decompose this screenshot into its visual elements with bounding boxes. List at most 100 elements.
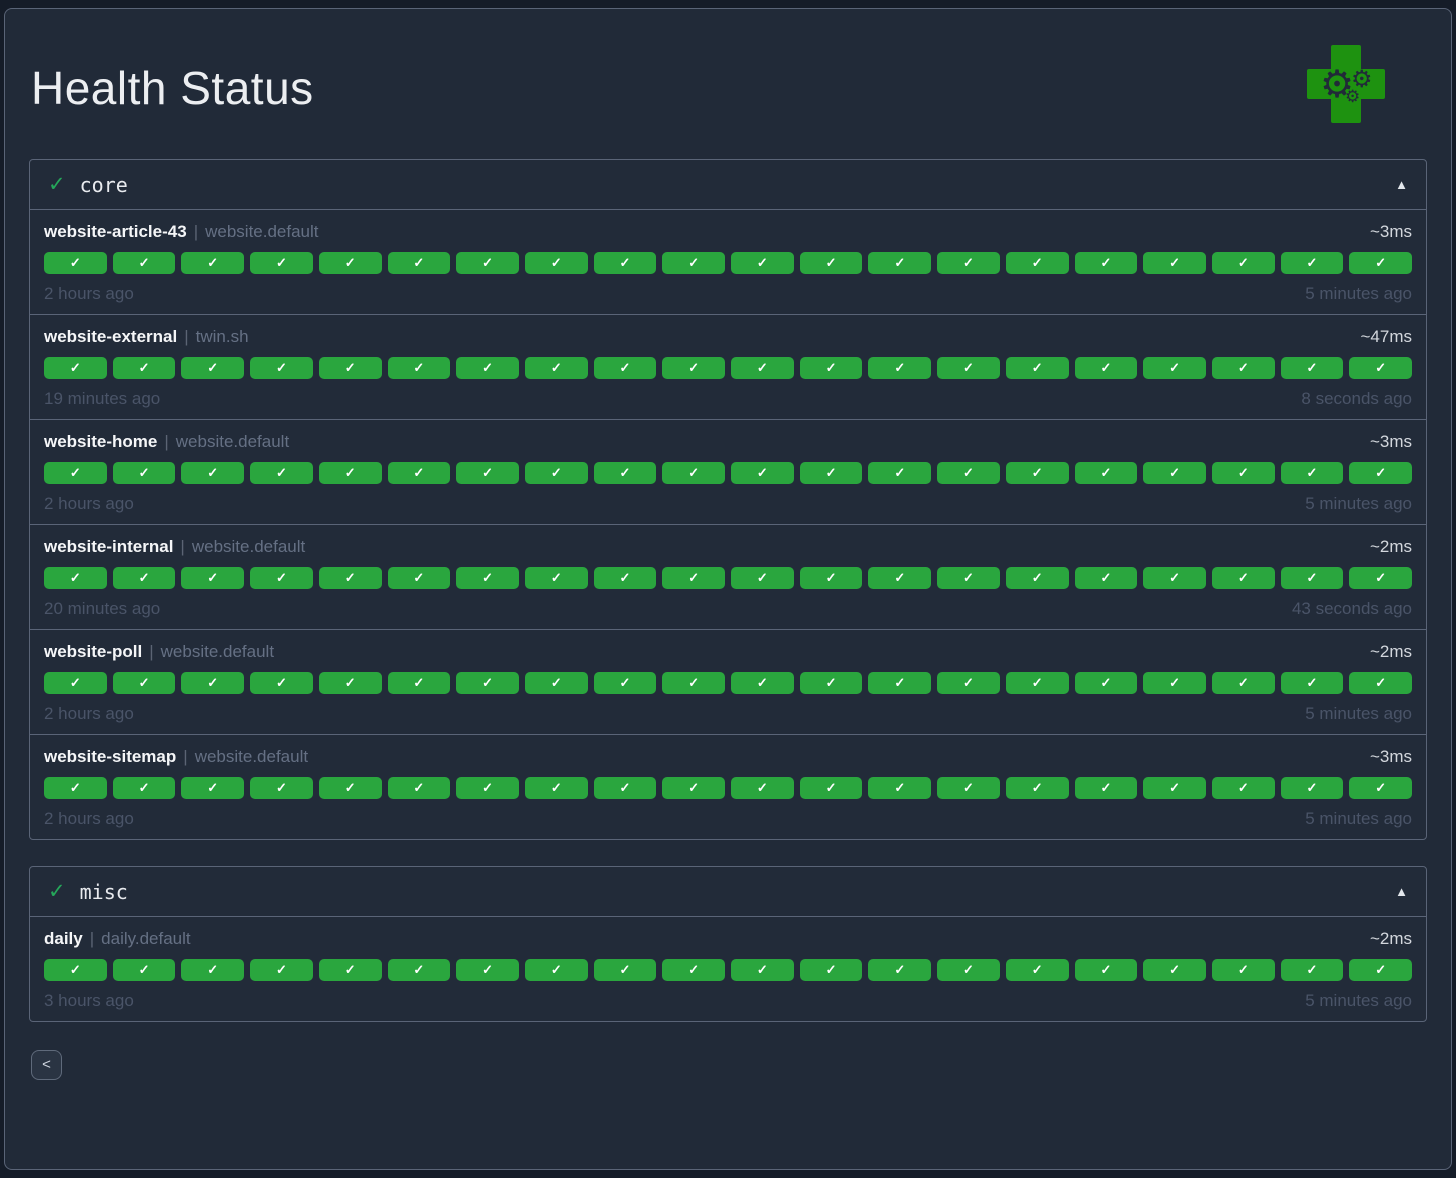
prev-page-button[interactable]: <	[31, 1050, 62, 1080]
health-pill-ok: ✓	[318, 959, 382, 981]
health-pill-ok: ✓	[937, 357, 1000, 379]
newest-timestamp: 43 seconds ago	[1291, 599, 1412, 618]
health-pill-ok: ✓	[250, 672, 313, 694]
health-pill-ok: ✓	[1280, 357, 1344, 379]
health-pill-ok: ✓	[1005, 777, 1069, 799]
health-pill-ok: ✓	[868, 959, 932, 981]
health-pill-ok: ✓	[524, 462, 588, 484]
health-pill-ok: ✓	[1143, 252, 1206, 274]
health-pill-ok: ✓	[1211, 959, 1275, 981]
health-pill-ok: ✓	[593, 252, 657, 274]
health-pill-ok: ✓	[387, 252, 451, 274]
newest-timestamp: 5 minutes ago	[1305, 494, 1412, 513]
health-pill-ok: ✓	[799, 672, 863, 694]
health-pill-ok: ✓	[44, 357, 107, 379]
check-target: website.default	[175, 432, 290, 451]
health-pill-ok: ✓	[44, 959, 107, 981]
oldest-timestamp: 2 hours ago	[44, 494, 134, 513]
health-pill-ok: ✓	[937, 672, 1000, 694]
health-pill-ok: ✓	[868, 357, 932, 379]
health-pill-ok: ✓	[1211, 672, 1275, 694]
health-pill-ok: ✓	[868, 252, 932, 274]
group-header[interactable]: ✓ core ▲	[30, 160, 1426, 210]
health-pill-ok: ✓	[1143, 462, 1206, 484]
health-pill-ok: ✓	[593, 959, 657, 981]
health-pill-ok: ✓	[456, 672, 519, 694]
health-pill-ok: ✓	[44, 252, 107, 274]
health-pill-ok: ✓	[1074, 462, 1138, 484]
collapse-up-icon[interactable]: ▲	[1395, 177, 1408, 192]
group-rows: daily | daily.default ~2ms ✓ ✓ ✓ ✓ ✓ ✓ ✓ ✓ ✓ ✓ ✓ ✓ ✓…	[30, 917, 1426, 1021]
oldest-timestamp: 3 hours ago	[44, 991, 134, 1010]
health-pill-ok: ✓	[524, 252, 588, 274]
health-pill-ok: ✓	[44, 567, 107, 589]
check-latency: ~2ms	[1369, 929, 1412, 948]
health-pill-ok: ✓	[524, 777, 588, 799]
health-pill-ok: ✓	[387, 959, 451, 981]
health-pill-ok: ✓	[456, 252, 519, 274]
health-pill-ok: ✓	[1280, 672, 1344, 694]
divider: |	[184, 327, 189, 346]
health-pill-ok: ✓	[181, 357, 245, 379]
check-latency: ~47ms	[1360, 327, 1413, 346]
check-row: website-home | website.default ~3ms ✓ ✓ ✓ ✓…	[30, 420, 1426, 525]
health-pill-ok: ✓	[1074, 672, 1138, 694]
health-pill-ok: ✓	[593, 672, 657, 694]
group-header[interactable]: ✓ misc ▲	[30, 867, 1426, 917]
health-pill-ok: ✓	[731, 357, 794, 379]
health-pill-ok: ✓	[112, 462, 176, 484]
health-pill-ok: ✓	[593, 357, 657, 379]
health-pill-ok: ✓	[318, 252, 382, 274]
check-latency: ~3ms	[1369, 747, 1412, 766]
health-pill-ok: ✓	[1349, 777, 1413, 799]
health-pill-ok: ✓	[662, 357, 726, 379]
health-pill-ok: ✓	[1349, 959, 1413, 981]
check-row-footer: 2 hours ago 5 minutes ago	[44, 700, 1412, 724]
page-header: Health Status ⚙ ⚙ ⚙	[29, 9, 1427, 159]
cross-horizontal-bar	[1307, 69, 1385, 99]
check-row-footer: 2 hours ago 5 minutes ago	[44, 805, 1412, 829]
check-latency: ~2ms	[1369, 642, 1412, 661]
health-pill-ok: ✓	[181, 567, 245, 589]
health-pill-ok: ✓	[1211, 567, 1275, 589]
health-pill-ok: ✓	[1143, 959, 1206, 981]
check-row-footer: 2 hours ago 5 minutes ago	[44, 490, 1412, 514]
health-pill-ok: ✓	[456, 567, 519, 589]
health-pill-ok: ✓	[181, 672, 245, 694]
collapse-up-icon[interactable]: ▲	[1395, 884, 1408, 899]
health-pill-ok: ✓	[181, 462, 245, 484]
check-latency: ~2ms	[1369, 537, 1412, 556]
check-target: twin.sh	[195, 327, 249, 346]
health-pill-ok: ✓	[318, 672, 382, 694]
divider: |	[183, 747, 188, 766]
check-name: website-poll	[44, 642, 143, 661]
health-pill-ok: ✓	[318, 777, 382, 799]
health-pill-ok: ✓	[1005, 567, 1069, 589]
health-pill-ok: ✓	[868, 462, 932, 484]
health-pill-ok: ✓	[937, 777, 1000, 799]
health-pill-ok: ✓	[112, 959, 176, 981]
health-pill-ok: ✓	[1280, 567, 1344, 589]
newest-timestamp: 5 minutes ago	[1305, 991, 1412, 1010]
health-pill-ok: ✓	[1211, 777, 1275, 799]
health-pill-ok: ✓	[731, 777, 794, 799]
health-pill-ok: ✓	[937, 959, 1000, 981]
health-pill-ok: ✓	[112, 672, 176, 694]
health-pill-ok: ✓	[524, 357, 588, 379]
divider: |	[180, 537, 185, 556]
health-pill-ok: ✓	[731, 252, 794, 274]
health-pill-ok: ✓	[662, 959, 726, 981]
health-pill-ok: ✓	[662, 462, 726, 484]
check-groups: ✓ core ▲ website-article-43 | website.de…	[29, 159, 1427, 1022]
health-history-strip: ✓ ✓ ✓ ✓ ✓ ✓ ✓ ✓ ✓ ✓ ✓ ✓ ✓ ✓ ✓ ✓ ✓ ✓ ✓ ✓	[44, 959, 1413, 981]
health-pill-ok: ✓	[593, 462, 657, 484]
group-rows: website-article-43 | website.default ~3m…	[30, 210, 1426, 839]
check-row: website-poll | website.default ~2ms ✓ ✓ ✓ ✓…	[30, 630, 1426, 735]
divider: |	[164, 432, 169, 451]
health-pill-ok: ✓	[593, 567, 657, 589]
health-pill-ok: ✓	[181, 777, 245, 799]
check-row: website-article-43 | website.default ~3m…	[30, 210, 1426, 315]
page-title: Health Status	[31, 62, 314, 114]
check-name: website-external	[44, 327, 178, 346]
oldest-timestamp: 2 hours ago	[44, 704, 134, 723]
